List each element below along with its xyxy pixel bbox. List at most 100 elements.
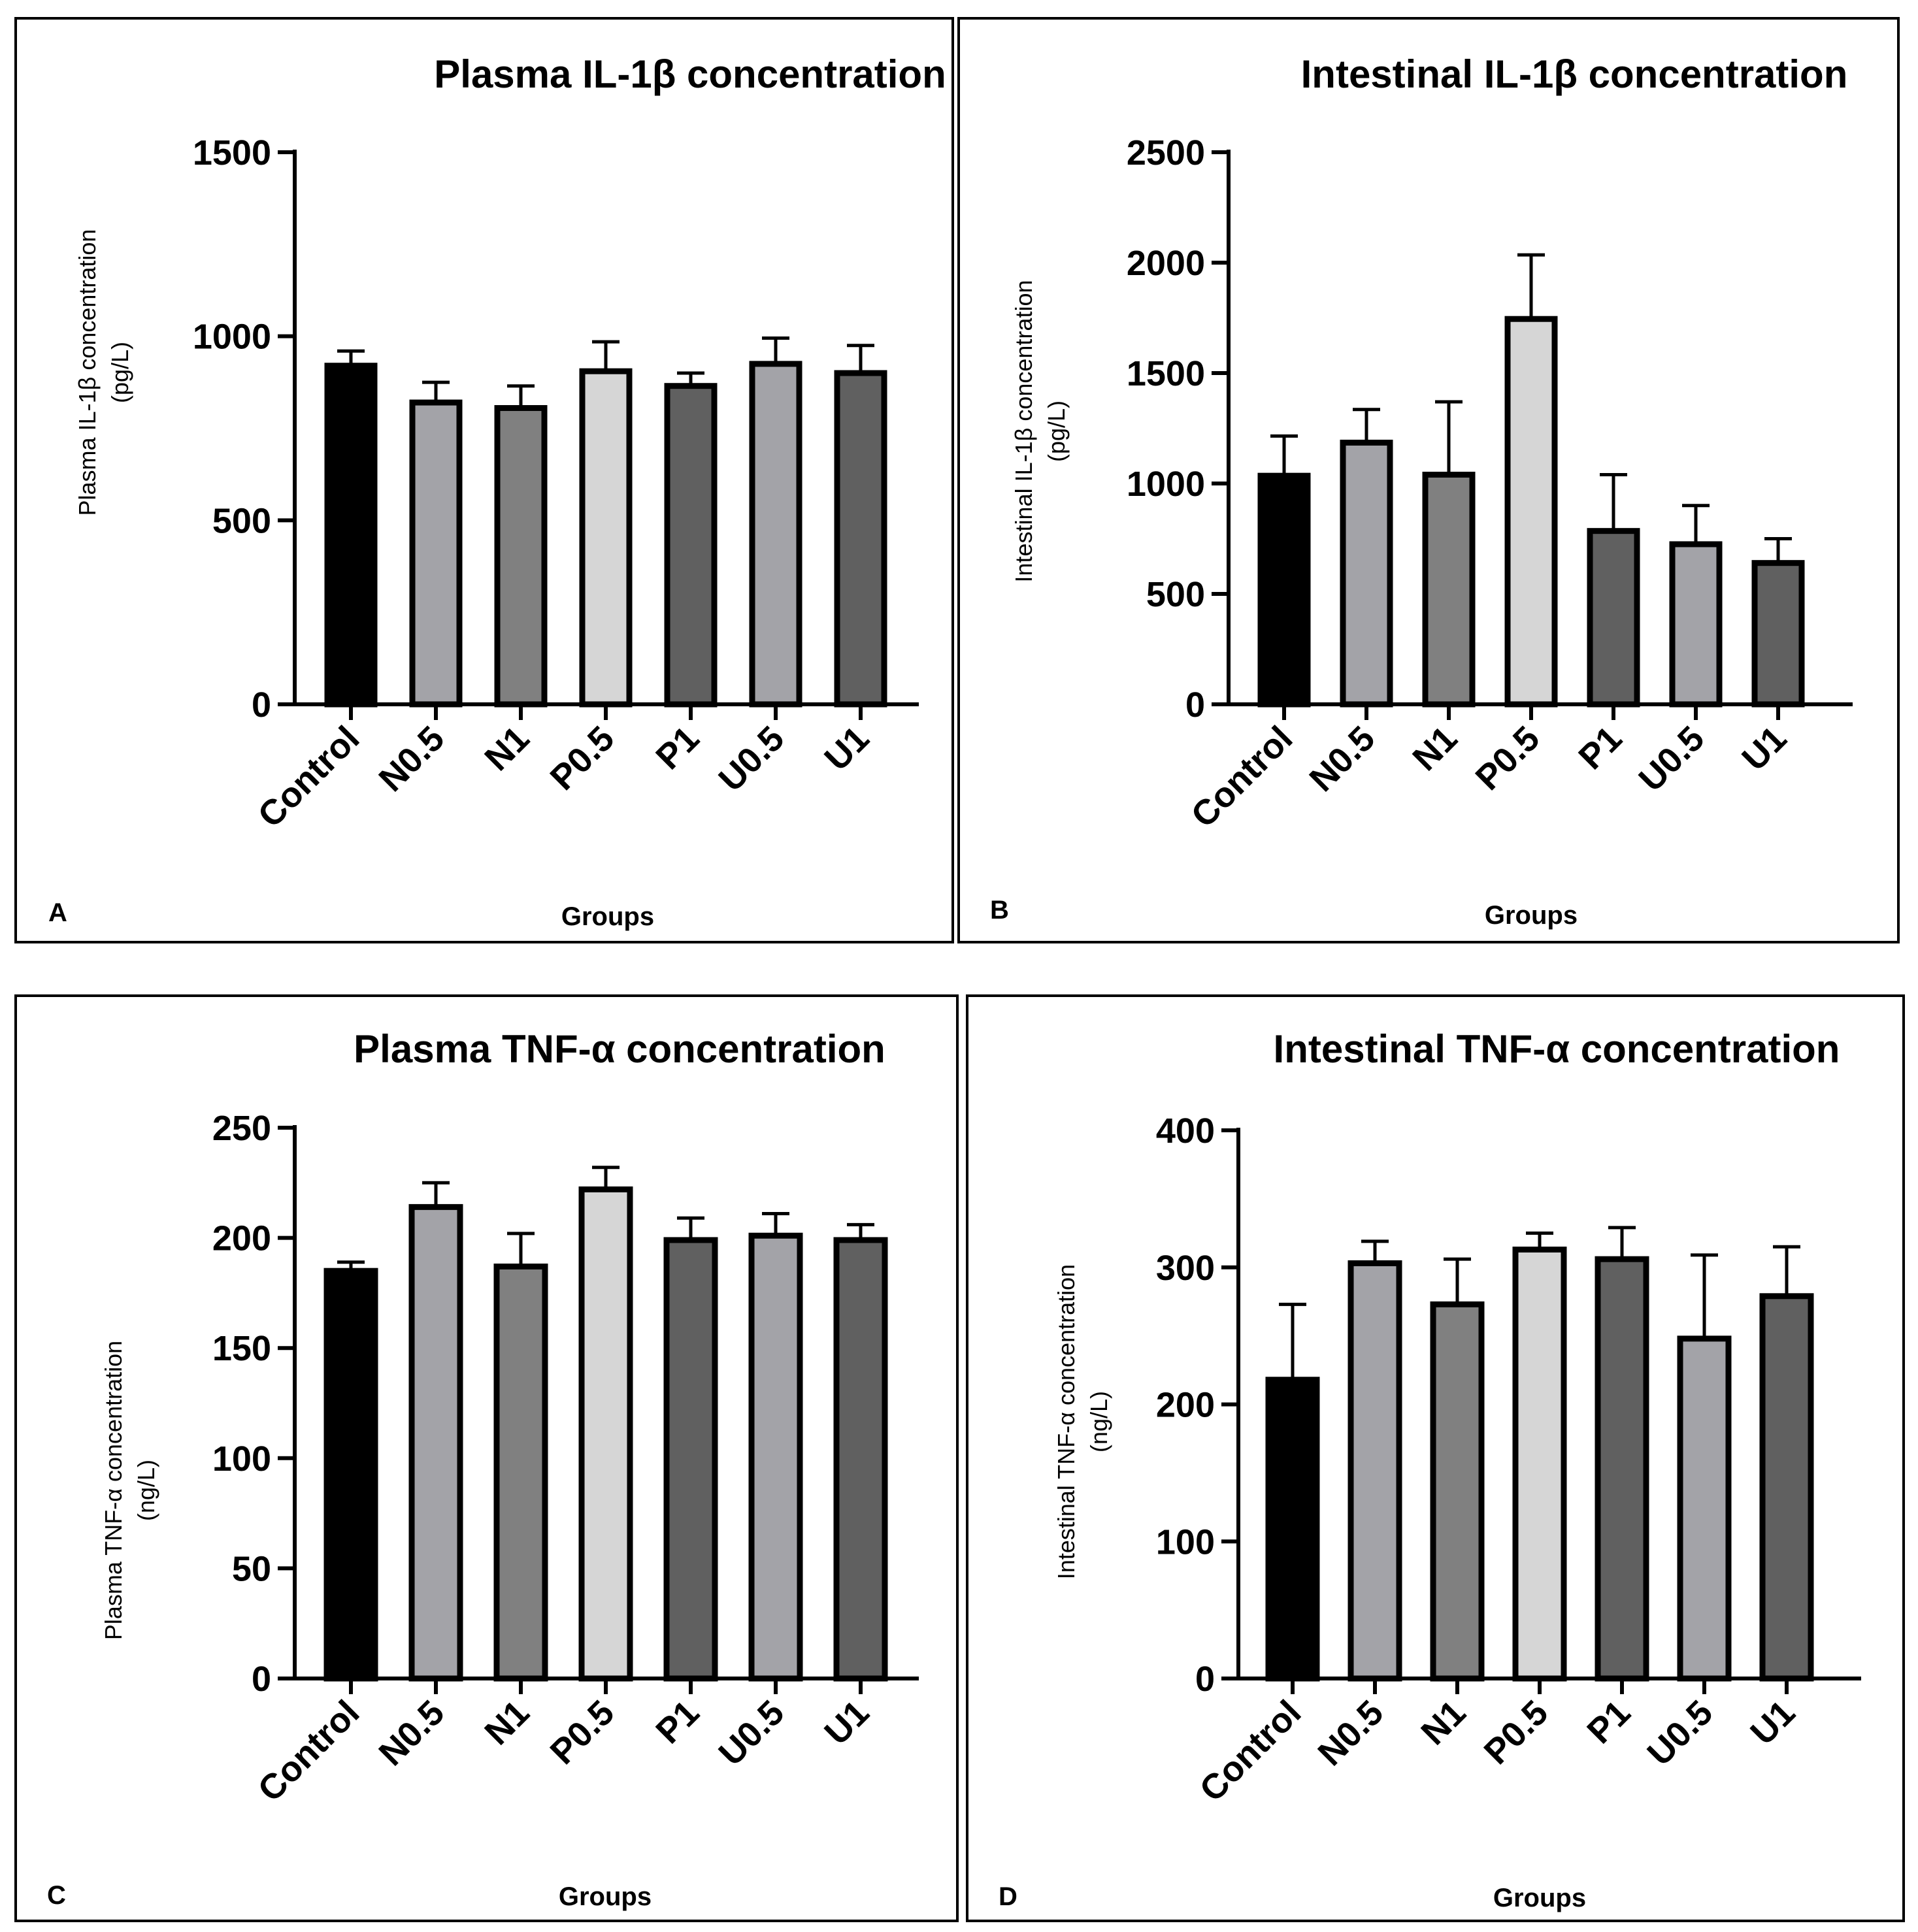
panel-label: A bbox=[48, 898, 67, 927]
y-tick-label: 50 bbox=[232, 1549, 271, 1588]
category-label: U1 bbox=[1743, 1693, 1802, 1752]
cats-group: Control N0.5 N1 P0.5 P1 U0.5 U1 bbox=[1183, 704, 1794, 835]
bar-p1 bbox=[664, 383, 718, 708]
category-label: N0.5 bbox=[1310, 1693, 1391, 1773]
y-tick-label: 200 bbox=[212, 1219, 271, 1258]
category-label: Control bbox=[250, 719, 367, 835]
category-label: U0.5 bbox=[1631, 719, 1711, 799]
chart-b-svg: Intestinal IL-1β concentration Intestina… bbox=[990, 52, 1853, 930]
y-tick-label: 500 bbox=[212, 501, 271, 540]
bar-n05 bbox=[1340, 439, 1393, 708]
y-tick-label: 400 bbox=[1156, 1111, 1215, 1151]
bar-control bbox=[1265, 1377, 1320, 1682]
chart-title: Intestinal TNF-α concentration bbox=[1274, 1027, 1840, 1071]
cats-group: Control N0.5 N1 P0.5 P1 U0.5 U1 bbox=[250, 1678, 876, 1809]
y-tick-label: 100 bbox=[1156, 1522, 1215, 1562]
category-label: Control bbox=[1192, 1693, 1308, 1809]
category-label: P0.5 bbox=[1468, 719, 1547, 798]
bar-control bbox=[323, 1268, 378, 1682]
chart-d-svg: Intestinal TNF-α concentration Intestina… bbox=[999, 1027, 1861, 1912]
bar-u1 bbox=[834, 370, 887, 708]
category-label: N1 bbox=[1414, 1693, 1473, 1752]
panel-label: D bbox=[999, 1882, 1017, 1911]
category-label: U0.5 bbox=[1640, 1693, 1720, 1773]
bars-group bbox=[323, 1186, 888, 1682]
y-axis-label-unit: (pg/L) bbox=[1043, 401, 1070, 462]
y-tick-label: 100 bbox=[212, 1439, 271, 1479]
panel-b: Intestinal IL-1β concentration Intestina… bbox=[957, 17, 1900, 943]
yticks-group: 0 100 200 300 400 bbox=[1156, 1111, 1238, 1699]
bar-u05 bbox=[749, 361, 802, 708]
y-axis-label-unit: (pg/L) bbox=[107, 342, 133, 403]
y-tick-label: 1500 bbox=[193, 133, 271, 172]
x-axis-label: Groups bbox=[559, 1882, 652, 1911]
bar-p1 bbox=[663, 1237, 718, 1682]
errors-group bbox=[337, 336, 874, 408]
chart-c-svg: Plasma TNF-α concentration Plasma TNF-α … bbox=[47, 1027, 919, 1911]
errors-group bbox=[1270, 253, 1792, 563]
yticks-group: 0 500 1000 1500 bbox=[193, 133, 295, 725]
y-axis-label-unit: (ng/L) bbox=[133, 1460, 159, 1521]
bar-p05 bbox=[578, 1186, 633, 1682]
category-label: Control bbox=[250, 1693, 367, 1809]
category-label: Control bbox=[1183, 719, 1300, 835]
y-tick-label: 0 bbox=[1185, 685, 1205, 725]
bar-u05 bbox=[1669, 541, 1723, 708]
bar-n1 bbox=[493, 1263, 548, 1682]
chart-a-svg: Plasma IL-1β concentration Plasma IL-1β … bbox=[48, 52, 946, 931]
y-tick-label: 2500 bbox=[1127, 133, 1205, 172]
y-axis-label: Intestinal TNF-α concentration bbox=[1053, 1264, 1080, 1579]
cats-group: Control N0.5 N1 P0.5 P1 U0.5 U1 bbox=[250, 704, 876, 835]
bar-u1 bbox=[1759, 1293, 1814, 1682]
bar-n1 bbox=[1430, 1301, 1485, 1682]
errors-group bbox=[1279, 1226, 1800, 1380]
category-label: U1 bbox=[817, 719, 876, 778]
chart-title: Plasma TNF-α concentration bbox=[354, 1027, 885, 1071]
y-tick-label: 1000 bbox=[193, 318, 271, 357]
bar-control bbox=[324, 363, 378, 708]
bar-n05 bbox=[1348, 1260, 1402, 1682]
category-label: P0.5 bbox=[543, 719, 622, 798]
category-label: P1 bbox=[648, 719, 706, 777]
y-tick-label: 0 bbox=[252, 685, 271, 725]
category-label: N0.5 bbox=[371, 719, 452, 799]
y-tick-label: 500 bbox=[1146, 575, 1205, 614]
chart-title: Intestinal IL-1β concentration bbox=[1301, 52, 1848, 96]
bar-p1 bbox=[1587, 528, 1640, 708]
axes-group bbox=[1227, 150, 1853, 706]
x-axis-label: Groups bbox=[1493, 1884, 1586, 1912]
bars-group bbox=[1265, 1246, 1814, 1682]
y-tick-label: 2000 bbox=[1127, 244, 1205, 283]
y-tick-label: 1000 bbox=[1127, 465, 1205, 504]
category-label: N0.5 bbox=[1302, 719, 1382, 799]
y-tick-label: 250 bbox=[212, 1109, 271, 1148]
panel-label: B bbox=[990, 896, 1009, 925]
bar-control bbox=[1257, 472, 1311, 708]
y-axis-label: Plasma IL-1β concentration bbox=[74, 229, 101, 516]
y-tick-label: 1500 bbox=[1127, 354, 1205, 393]
panel-a: Plasma IL-1β concentration Plasma IL-1β … bbox=[14, 17, 954, 943]
bar-p05 bbox=[1512, 1246, 1567, 1682]
yticks-group: 0 500 1000 1500 2000 2500 bbox=[1127, 133, 1229, 725]
panel-d: Intestinal TNF-α concentration Intestina… bbox=[966, 994, 1905, 1922]
y-tick-label: 200 bbox=[1156, 1386, 1215, 1425]
bar-u05 bbox=[1677, 1335, 1732, 1682]
category-label: P1 bbox=[648, 1693, 706, 1751]
bar-u1 bbox=[833, 1237, 888, 1682]
bars-group bbox=[1257, 316, 1805, 708]
category-label: P1 bbox=[1571, 719, 1629, 777]
category-label: U1 bbox=[1734, 719, 1794, 778]
y-tick-label: 0 bbox=[1195, 1660, 1215, 1699]
chart-title: Plasma IL-1β concentration bbox=[434, 52, 946, 96]
x-axis-label: Groups bbox=[561, 902, 654, 931]
category-label: P0.5 bbox=[543, 1693, 622, 1772]
category-label: U1 bbox=[817, 1693, 876, 1752]
x-axis-label: Groups bbox=[1485, 901, 1578, 930]
category-label: P0.5 bbox=[1477, 1693, 1556, 1772]
y-tick-label: 150 bbox=[212, 1329, 271, 1368]
category-label: N0.5 bbox=[371, 1693, 452, 1773]
bar-n1 bbox=[494, 405, 548, 708]
bar-n05 bbox=[408, 1203, 463, 1682]
y-tick-label: 300 bbox=[1156, 1249, 1215, 1288]
category-label: U0.5 bbox=[711, 719, 791, 799]
